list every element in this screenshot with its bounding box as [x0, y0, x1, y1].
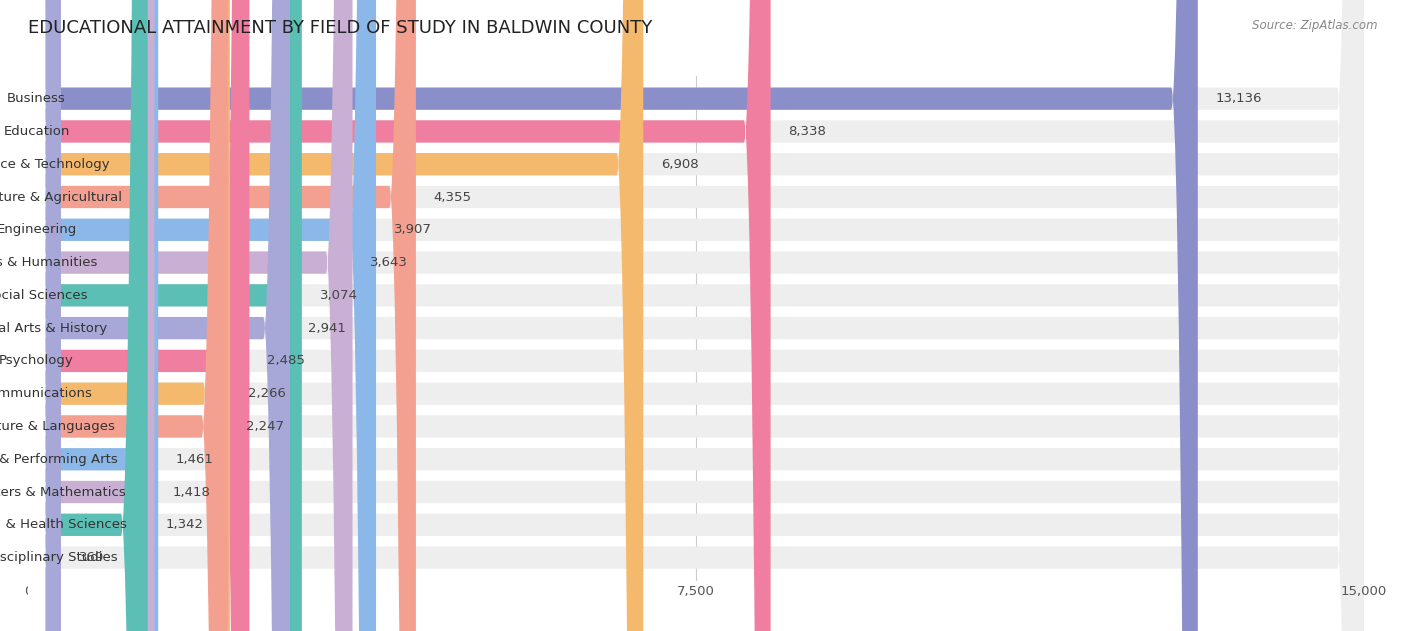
FancyBboxPatch shape [27, 0, 46, 631]
FancyBboxPatch shape [28, 0, 1364, 631]
FancyBboxPatch shape [27, 0, 46, 631]
FancyBboxPatch shape [27, 0, 46, 631]
FancyBboxPatch shape [28, 0, 302, 631]
FancyBboxPatch shape [28, 0, 1364, 631]
Text: Visual & Performing Arts: Visual & Performing Arts [0, 452, 118, 466]
Text: Psychology: Psychology [0, 355, 75, 367]
Text: Business: Business [7, 92, 66, 105]
Text: 1,418: 1,418 [172, 485, 209, 498]
FancyBboxPatch shape [28, 0, 1364, 631]
FancyBboxPatch shape [28, 0, 228, 631]
FancyBboxPatch shape [28, 0, 60, 631]
Text: Literature & Languages: Literature & Languages [0, 420, 115, 433]
Text: EDUCATIONAL ATTAINMENT BY FIELD OF STUDY IN BALDWIN COUNTY: EDUCATIONAL ATTAINMENT BY FIELD OF STUDY… [28, 19, 652, 37]
FancyBboxPatch shape [28, 0, 770, 631]
Text: Engineering: Engineering [0, 223, 77, 236]
FancyBboxPatch shape [28, 0, 148, 631]
FancyBboxPatch shape [27, 0, 46, 631]
Text: 4,355: 4,355 [433, 191, 472, 204]
Text: 3,074: 3,074 [319, 289, 357, 302]
Text: 1,342: 1,342 [166, 518, 204, 531]
Text: Communications: Communications [0, 387, 93, 400]
FancyBboxPatch shape [28, 0, 1364, 631]
FancyBboxPatch shape [28, 0, 1364, 631]
Text: Computers & Mathematics: Computers & Mathematics [0, 485, 125, 498]
Text: Liberal Arts & History: Liberal Arts & History [0, 322, 108, 334]
Text: Source: ZipAtlas.com: Source: ZipAtlas.com [1253, 19, 1378, 32]
Text: 1,461: 1,461 [176, 452, 214, 466]
FancyBboxPatch shape [28, 0, 1364, 631]
FancyBboxPatch shape [28, 0, 1364, 631]
FancyBboxPatch shape [28, 0, 375, 631]
FancyBboxPatch shape [28, 0, 1364, 631]
Text: 2,247: 2,247 [246, 420, 284, 433]
Text: Science & Technology: Science & Technology [0, 158, 110, 171]
FancyBboxPatch shape [28, 0, 416, 631]
FancyBboxPatch shape [28, 0, 159, 631]
FancyBboxPatch shape [28, 0, 1364, 631]
Text: 2,941: 2,941 [308, 322, 346, 334]
FancyBboxPatch shape [28, 0, 1198, 631]
FancyBboxPatch shape [27, 0, 46, 631]
Text: Social Sciences: Social Sciences [0, 289, 87, 302]
FancyBboxPatch shape [28, 0, 1364, 631]
FancyBboxPatch shape [27, 0, 46, 631]
FancyBboxPatch shape [27, 0, 46, 631]
FancyBboxPatch shape [27, 0, 46, 631]
FancyBboxPatch shape [28, 0, 1364, 631]
FancyBboxPatch shape [28, 0, 231, 631]
FancyBboxPatch shape [27, 0, 46, 631]
FancyBboxPatch shape [28, 0, 353, 631]
FancyBboxPatch shape [28, 0, 249, 631]
Text: 3,907: 3,907 [394, 223, 432, 236]
FancyBboxPatch shape [28, 0, 1364, 631]
Text: Education: Education [3, 125, 70, 138]
FancyBboxPatch shape [28, 0, 290, 631]
FancyBboxPatch shape [27, 0, 46, 631]
FancyBboxPatch shape [28, 0, 1364, 631]
FancyBboxPatch shape [27, 0, 46, 631]
FancyBboxPatch shape [28, 0, 1364, 631]
FancyBboxPatch shape [27, 0, 46, 631]
Text: 6,908: 6,908 [661, 158, 699, 171]
FancyBboxPatch shape [27, 0, 46, 631]
Text: 2,266: 2,266 [247, 387, 285, 400]
Text: Physical & Health Sciences: Physical & Health Sciences [0, 518, 127, 531]
Text: 369: 369 [79, 551, 104, 564]
FancyBboxPatch shape [27, 0, 46, 631]
FancyBboxPatch shape [28, 0, 155, 631]
FancyBboxPatch shape [28, 0, 644, 631]
Text: 3,643: 3,643 [370, 256, 408, 269]
Text: 2,485: 2,485 [267, 355, 305, 367]
Text: Bio, Nature & Agricultural: Bio, Nature & Agricultural [0, 191, 122, 204]
Text: 13,136: 13,136 [1216, 92, 1263, 105]
FancyBboxPatch shape [27, 0, 46, 631]
Text: Arts & Humanities: Arts & Humanities [0, 256, 97, 269]
Text: Multidisciplinary Studies: Multidisciplinary Studies [0, 551, 118, 564]
Text: 8,338: 8,338 [789, 125, 827, 138]
FancyBboxPatch shape [28, 0, 1364, 631]
